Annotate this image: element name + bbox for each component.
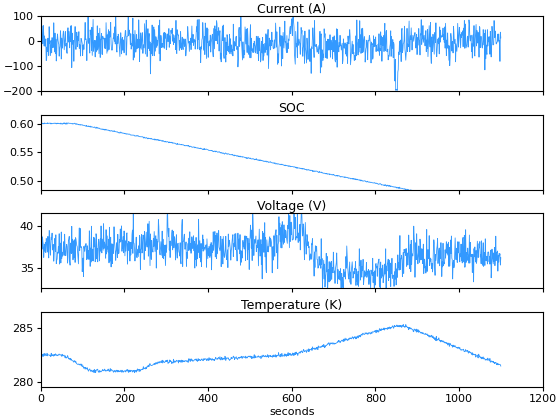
X-axis label: seconds: seconds <box>269 407 315 417</box>
Title: Temperature (K): Temperature (K) <box>241 299 342 312</box>
Title: SOC: SOC <box>278 102 305 115</box>
Title: Voltage (V): Voltage (V) <box>257 200 326 213</box>
Title: Current (A): Current (A) <box>257 3 326 16</box>
